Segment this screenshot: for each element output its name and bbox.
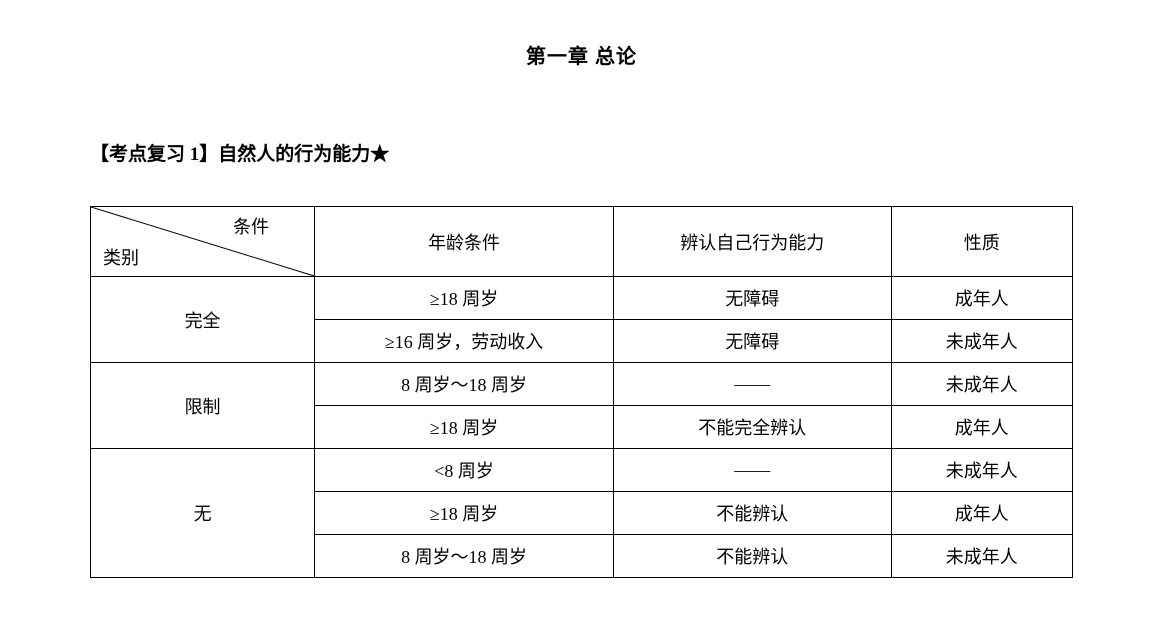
nature-cell: 成年人 [891,277,1072,320]
age-cell: ≥18 周岁 [315,277,614,320]
section-heading: 【考点复习 1】自然人的行为能力★ [90,139,1073,166]
age-cell: 8 周岁～18 周岁 [315,535,614,578]
table-row: 限制 8 周岁～18 周岁 —— 未成年人 [91,363,1073,406]
table-row: 无 <8 周岁 —— 未成年人 [91,449,1073,492]
chapter-title: 第一章 总论 [90,40,1073,69]
header-ability: 辨认自己行为能力 [614,207,892,277]
header-diagonal-cell: 条件 类别 [91,207,315,277]
ability-cell: 无障碍 [614,277,892,320]
category-cell: 无 [91,449,315,578]
category-cell: 完全 [91,277,315,363]
nature-cell: 未成年人 [891,535,1072,578]
nature-cell: 成年人 [891,406,1072,449]
category-cell: 限制 [91,363,315,449]
header-condition-label: 条件 [233,213,269,239]
capacity-table: 条件 类别 年龄条件 辨认自己行为能力 性质 完全 ≥18 周岁 无障碍 成年人… [90,206,1073,578]
nature-cell: 未成年人 [891,449,1072,492]
ability-cell: —— [614,363,892,406]
header-nature: 性质 [891,207,1072,277]
header-age: 年龄条件 [315,207,614,277]
ability-cell: —— [614,449,892,492]
ability-cell: 无障碍 [614,320,892,363]
ability-cell: 不能完全辨认 [614,406,892,449]
nature-cell: 未成年人 [891,363,1072,406]
section-title: 自然人的行为能力★ [218,144,389,165]
table-row: 完全 ≥18 周岁 无障碍 成年人 [91,277,1073,320]
nature-cell: 未成年人 [891,320,1072,363]
table-header-row: 条件 类别 年龄条件 辨认自己行为能力 性质 [91,207,1073,277]
age-cell: ≥16 周岁，劳动收入 [315,320,614,363]
section-prefix: 【考点复习 1】 [90,144,218,165]
age-cell: <8 周岁 [315,449,614,492]
age-cell: ≥18 周岁 [315,492,614,535]
nature-cell: 成年人 [891,492,1072,535]
header-category-label: 类别 [103,244,139,270]
ability-cell: 不能辨认 [614,535,892,578]
age-cell: ≥18 周岁 [315,406,614,449]
age-cell: 8 周岁～18 周岁 [315,363,614,406]
ability-cell: 不能辨认 [614,492,892,535]
